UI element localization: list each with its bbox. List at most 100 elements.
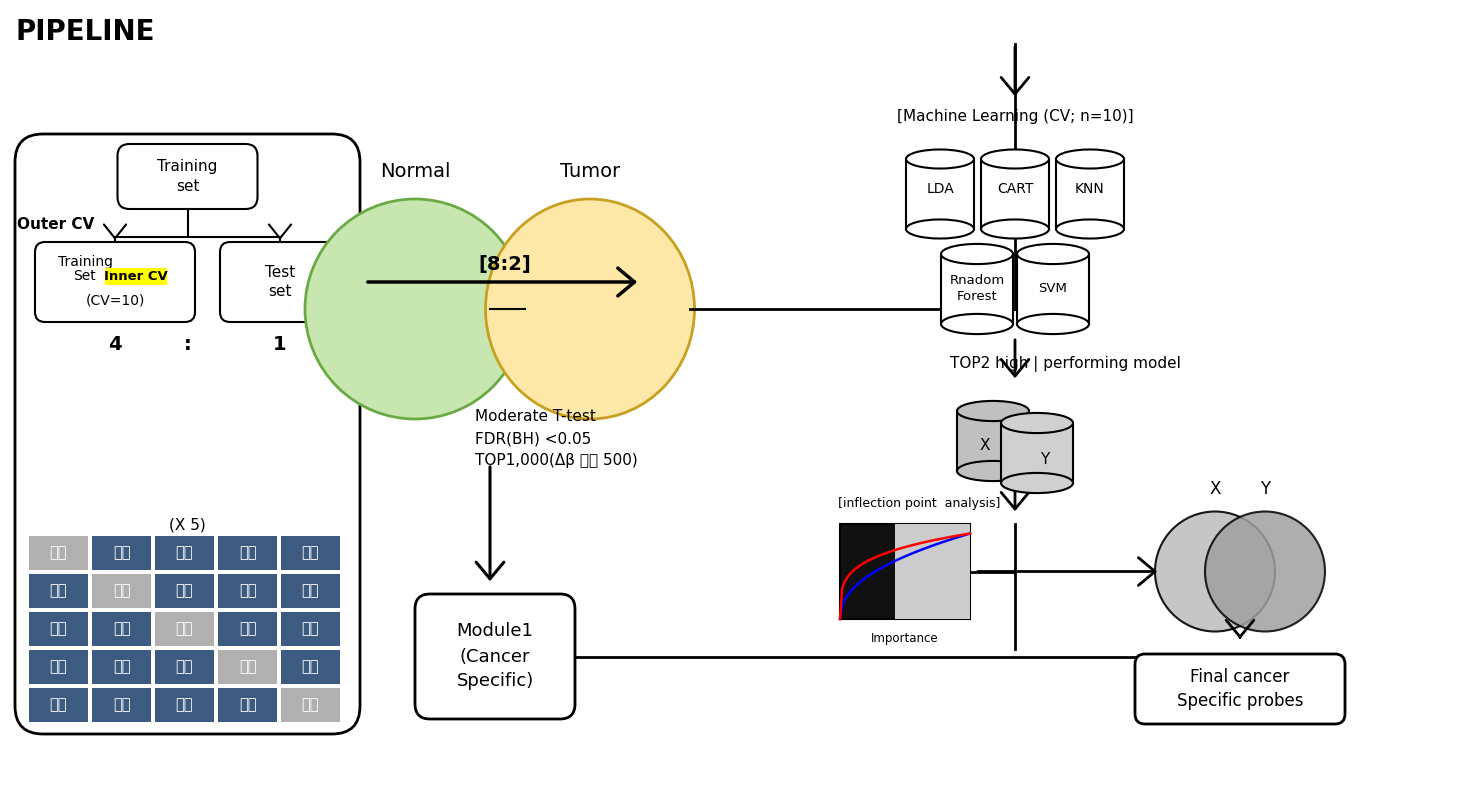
- Bar: [981, 159, 1050, 229]
- Text: TOP2 high | performing model: TOP2 high | performing model: [950, 356, 1182, 372]
- FancyBboxPatch shape: [35, 242, 195, 322]
- Bar: [840, 524, 970, 619]
- Text: 학습: 학습: [50, 698, 67, 713]
- Ellipse shape: [1155, 511, 1275, 631]
- Bar: [894, 524, 970, 619]
- Text: PIPELINE: PIPELINE: [15, 18, 154, 46]
- Bar: [29, 650, 88, 684]
- Bar: [92, 612, 151, 646]
- FancyBboxPatch shape: [220, 242, 340, 322]
- Text: Set: Set: [73, 269, 97, 283]
- Text: Training: Training: [57, 255, 113, 269]
- Bar: [92, 688, 151, 722]
- Text: (CV=10): (CV=10): [85, 293, 145, 307]
- Text: Final cancer
Specific probes: Final cancer Specific probes: [1177, 667, 1303, 710]
- Text: 1: 1: [273, 335, 287, 353]
- Ellipse shape: [957, 461, 1029, 481]
- Ellipse shape: [305, 199, 525, 419]
- Text: 적용: 적용: [302, 698, 320, 713]
- Text: 학습: 학습: [239, 698, 257, 713]
- Text: 학습: 학습: [302, 546, 320, 561]
- Bar: [1001, 423, 1073, 483]
- Text: 4: 4: [108, 335, 122, 353]
- Text: [inflection point  analysis]: [inflection point analysis]: [839, 497, 1000, 510]
- Text: Normal: Normal: [380, 162, 450, 181]
- Text: 적용: 적용: [239, 659, 257, 674]
- Bar: [218, 688, 277, 722]
- Ellipse shape: [1001, 413, 1073, 433]
- Ellipse shape: [906, 220, 973, 239]
- Text: 학습: 학습: [50, 659, 67, 674]
- Text: 학습: 학습: [176, 546, 194, 561]
- Text: 적용: 적용: [113, 583, 130, 598]
- FancyBboxPatch shape: [15, 134, 361, 734]
- Text: X: X: [979, 439, 990, 454]
- Text: Module1
(Cancer
Specific): Module1 (Cancer Specific): [456, 622, 534, 690]
- Text: Rnadom
Forest: Rnadom Forest: [950, 275, 1004, 304]
- FancyBboxPatch shape: [1135, 654, 1344, 724]
- Bar: [218, 650, 277, 684]
- Text: 적용: 적용: [176, 622, 194, 637]
- Ellipse shape: [485, 199, 695, 419]
- Bar: [218, 574, 277, 608]
- Bar: [92, 574, 151, 608]
- Text: 학습: 학습: [113, 622, 130, 637]
- Text: :: :: [183, 335, 192, 353]
- Text: [Machine Learning (CV; n=10)]: [Machine Learning (CV; n=10)]: [897, 109, 1133, 124]
- Bar: [29, 574, 88, 608]
- Text: 학습: 학습: [113, 659, 130, 674]
- Ellipse shape: [981, 149, 1050, 169]
- Bar: [92, 536, 151, 570]
- Bar: [218, 536, 277, 570]
- Text: 학습: 학습: [113, 546, 130, 561]
- Bar: [218, 612, 277, 646]
- Ellipse shape: [1205, 511, 1325, 631]
- Text: 학습: 학습: [176, 659, 194, 674]
- Text: 학습: 학습: [239, 622, 257, 637]
- Ellipse shape: [1056, 149, 1124, 169]
- Text: 학습: 학습: [302, 659, 320, 674]
- Text: 학습: 학습: [50, 583, 67, 598]
- Ellipse shape: [957, 401, 1029, 421]
- Bar: [1056, 159, 1124, 229]
- Text: 학습: 학습: [239, 546, 257, 561]
- Text: KNN: KNN: [1075, 182, 1105, 196]
- FancyBboxPatch shape: [415, 594, 575, 719]
- Text: 학습: 학습: [239, 583, 257, 598]
- Text: Tumor: Tumor: [560, 162, 620, 181]
- Bar: [155, 650, 214, 684]
- Bar: [281, 650, 340, 684]
- Text: LDA: LDA: [927, 182, 954, 196]
- Ellipse shape: [941, 314, 1013, 334]
- Text: Y: Y: [1259, 479, 1270, 498]
- Ellipse shape: [941, 244, 1013, 264]
- Bar: [957, 411, 1029, 471]
- Text: Test
set: Test set: [265, 264, 295, 300]
- Text: 학습: 학습: [176, 583, 194, 598]
- Bar: [29, 612, 88, 646]
- Text: 학습: 학습: [302, 583, 320, 598]
- FancyBboxPatch shape: [117, 144, 258, 209]
- Bar: [29, 688, 88, 722]
- Bar: [281, 688, 340, 722]
- Ellipse shape: [1017, 314, 1089, 334]
- Text: Outer CV: Outer CV: [18, 217, 94, 232]
- Text: Moderate T-test
FDR(BH) <0.05
TOP1,000(Δβ 기준 500): Moderate T-test FDR(BH) <0.05 TOP1,000(Δ…: [475, 409, 638, 468]
- Ellipse shape: [1001, 473, 1073, 493]
- Text: SVM: SVM: [1038, 283, 1067, 296]
- Text: 학습: 학습: [50, 622, 67, 637]
- Ellipse shape: [906, 149, 973, 169]
- Bar: [155, 536, 214, 570]
- Bar: [92, 650, 151, 684]
- Text: Importance: Importance: [871, 632, 938, 645]
- Text: Training
set: Training set: [157, 159, 217, 194]
- Text: 학습: 학습: [113, 698, 130, 713]
- Text: (X 5): (X 5): [169, 517, 205, 532]
- Text: X: X: [1209, 479, 1221, 498]
- Bar: [155, 688, 214, 722]
- Bar: [906, 159, 973, 229]
- Text: Y: Y: [1041, 451, 1050, 467]
- Bar: [281, 536, 340, 570]
- Ellipse shape: [981, 220, 1050, 239]
- Text: Inner CV: Inner CV: [104, 270, 169, 283]
